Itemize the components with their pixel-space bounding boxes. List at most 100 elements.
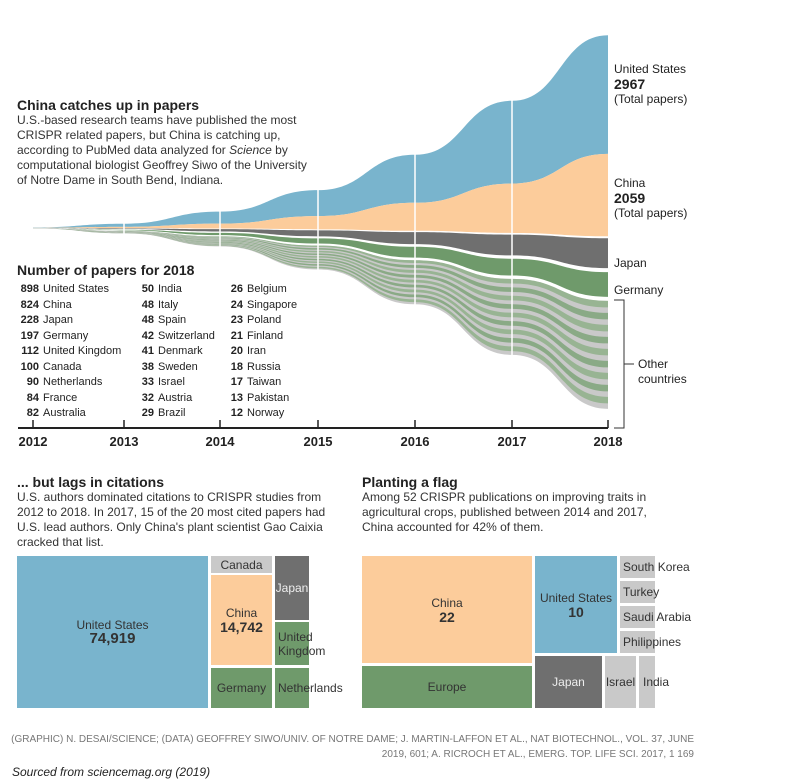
paper-count: 21	[230, 329, 243, 342]
paper-count: 38	[141, 360, 154, 373]
paper-count: 32	[141, 391, 154, 404]
paper-count: 82	[26, 407, 39, 419]
cell-name: India	[643, 675, 670, 689]
paper-count: 41	[141, 345, 154, 357]
paper-count: 90	[26, 376, 39, 388]
country-name: Netherlands	[43, 376, 103, 388]
table-row: 18 Russia	[227, 360, 281, 376]
cell-name: Saudi Arabia	[623, 610, 692, 624]
tm2-saudi-arabia: Saudi Arabia	[620, 606, 691, 628]
paper-count: 23	[230, 314, 243, 326]
country-name: Pakistan	[247, 391, 290, 404]
china-name: China	[614, 176, 646, 190]
cell-name: China	[431, 595, 463, 610]
paper-count: 29	[141, 407, 154, 419]
country-name: Canada	[43, 360, 82, 373]
tm2-south-korea: South Korea	[620, 556, 690, 578]
tm2-us: United States 10	[535, 556, 617, 653]
country-name: Belgium	[247, 283, 287, 295]
paper-count: 824	[20, 298, 39, 311]
cell-name: China	[225, 606, 258, 620]
paper-count: 48	[141, 314, 154, 326]
desc-text: by computational biologist Geoffrey Siwo…	[17, 143, 307, 187]
cell-name: South Korea	[623, 560, 690, 574]
tm1-germany: Germany	[211, 668, 272, 708]
tm1-japan: Japan	[275, 556, 309, 620]
table-row: 33 Israel	[138, 375, 185, 391]
table-row: 42 Switzerland	[138, 329, 215, 345]
country-name: Italy	[158, 298, 179, 311]
china-label: China 2059 (Total papers)	[614, 176, 687, 221]
country-name: Switzerland	[158, 329, 215, 342]
country-name: Spain	[158, 314, 187, 326]
paper-count: 13	[230, 391, 243, 404]
country-name: Poland	[247, 314, 282, 326]
x-tick-label: 2016	[400, 434, 430, 449]
table-row: 228 Japan	[17, 313, 73, 329]
cell-name: Israel	[605, 675, 636, 689]
country-name: China	[43, 298, 72, 311]
paper-count: 100	[20, 360, 39, 373]
paper-count: 26	[230, 283, 243, 295]
country-name: United States	[43, 283, 110, 295]
cell-name: United States	[539, 590, 613, 605]
us-name: United States	[614, 62, 687, 76]
country-name: Brazil	[158, 407, 186, 419]
cell-name: United Kingdom	[278, 629, 326, 658]
paper-count: 17	[230, 376, 243, 388]
citations-header: ... but lags in citations U.S. authors d…	[17, 474, 347, 550]
x-tick-label: 2012	[18, 434, 48, 449]
flag-header: Planting a flag Among 52 CRISPR publicat…	[362, 474, 662, 535]
cell-name: Japan	[552, 675, 585, 689]
band-united-states	[33, 35, 608, 228]
cell-name: Germany	[216, 681, 267, 695]
paper-count: 898	[20, 283, 39, 295]
table-row: 82 Australia	[17, 406, 86, 422]
table-row: 84 France	[17, 391, 78, 407]
china-total: 2059	[614, 190, 646, 206]
citations-title: ... but lags in citations	[17, 474, 165, 490]
paper-count: 18	[230, 360, 243, 373]
us-sub: (Total papers)	[614, 92, 688, 106]
tm1-china: China 14,742	[211, 575, 272, 665]
x-tick-label: 2015	[303, 434, 333, 449]
country-name: United Kingdom	[43, 345, 122, 357]
country-name: Norway	[247, 407, 285, 419]
band-china	[33, 153, 608, 237]
credit-line: 2019, 601; A. RICROCH ET AL., EMERG. TOP…	[381, 749, 694, 760]
japan-label: Japan	[614, 256, 647, 270]
table-row: 21 Finland	[227, 329, 283, 345]
tm2-europe: Europe	[362, 666, 532, 708]
us-total: 2967	[614, 76, 646, 92]
tm1-us: United States 74,919	[17, 556, 208, 708]
credit: (GRAPHIC) N. DESAI/SCIENCE; (DATA) GEOFF…	[10, 732, 694, 762]
table-row: 48 Italy	[138, 298, 178, 314]
section1-desc: U.S.-based research teams have published…	[17, 113, 317, 188]
country-name: Austria	[158, 391, 193, 404]
tm2-turkey: Turkey	[620, 581, 659, 603]
tm2-japan: Japan	[535, 656, 602, 708]
cell-value: 14,742	[220, 619, 263, 635]
table-row: 32 Austria	[138, 391, 193, 407]
cell-name: Philippines	[623, 635, 682, 649]
citations-desc: U.S. authors dominated citations to CRIS…	[17, 490, 326, 549]
table-row: 20 Iran	[227, 344, 266, 360]
table-row: 50 India	[138, 282, 182, 298]
paper-count: 112	[21, 345, 39, 357]
country-name: Japan	[43, 314, 73, 326]
country-name: Singapore	[247, 298, 298, 311]
tm1-uk: United Kingdom	[275, 622, 325, 665]
country-name: Sweden	[158, 360, 198, 373]
band-germany	[33, 228, 608, 297]
cell-name: Turkey	[623, 585, 660, 599]
x-tick-label: 2017	[497, 434, 527, 449]
table-row: 24 Singapore	[227, 298, 297, 314]
tm1-netherlands: Netherlands	[275, 668, 343, 708]
section1-title: China catches up in papers	[17, 97, 200, 113]
paper-count: 24	[230, 298, 243, 311]
cell-name: Japan	[275, 581, 309, 595]
table-row: 90 Netherlands	[17, 375, 103, 391]
country-name: Iran	[247, 345, 266, 357]
tm2-china: China 22	[362, 556, 532, 663]
